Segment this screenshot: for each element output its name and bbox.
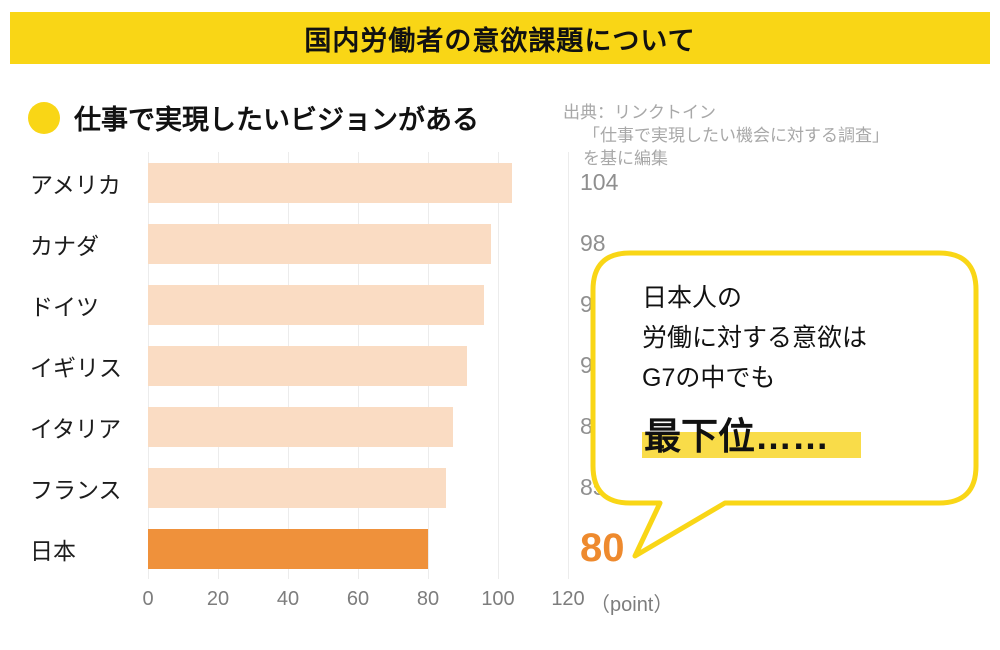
axis-tick-label: 80 xyxy=(416,588,440,610)
x-axis: 0 20 40 60 80 100 120 （point） xyxy=(142,588,673,616)
axis-unit-label: （point） xyxy=(590,594,674,616)
chart-row: イギリス 91 xyxy=(30,335,625,396)
chart-row: ドイツ 96 xyxy=(30,274,625,335)
page-title: 国内労働者の意欲課題について xyxy=(304,25,696,56)
chart-legend: 仕事で実現したいビジョンがある xyxy=(28,98,479,137)
bar xyxy=(148,223,491,264)
bar-track xyxy=(148,284,568,325)
chart-row: カナダ 98 xyxy=(30,213,625,274)
bar-track xyxy=(148,406,568,447)
bar xyxy=(148,467,446,508)
axis-tick-label: 20 xyxy=(206,588,230,610)
value-label: 80 xyxy=(580,526,625,570)
chart-row: イタリア 87 xyxy=(30,396,625,457)
bar-track xyxy=(148,467,568,508)
bar xyxy=(148,284,484,325)
category-label: アメリカ xyxy=(30,171,121,198)
bubble-text-line: 労働に対する意欲は xyxy=(642,324,868,352)
bar xyxy=(148,345,467,386)
bubble-emphasis: 最下位…… xyxy=(642,406,867,460)
axis-tick-label: 40 xyxy=(276,588,300,610)
value-label: 104 xyxy=(580,169,619,195)
speech-bubble: 日本人の 労働に対する意欲は G7の中でも 最下位…… xyxy=(590,250,982,562)
chart-row: アメリカ 104 xyxy=(30,152,625,213)
category-label: フランス xyxy=(30,476,122,503)
bar-track xyxy=(148,223,568,264)
bar xyxy=(148,406,453,447)
category-label: 日本 xyxy=(30,537,76,564)
category-label: ドイツ xyxy=(30,293,99,320)
bubble-text-line: G7の中でも xyxy=(642,364,776,392)
source-text-line: 出典：リンクトイン xyxy=(563,103,716,122)
bar xyxy=(148,162,512,203)
category-label: カナダ xyxy=(30,232,99,259)
bubble-emphasis-text: 最下位…… xyxy=(642,406,861,460)
bar-track xyxy=(148,528,568,569)
axis-tick-label: 100 xyxy=(481,588,515,610)
bar xyxy=(148,528,428,569)
value-label: 98 xyxy=(580,230,606,256)
axis-tick-label: 0 xyxy=(142,588,154,610)
legend-marker-icon xyxy=(28,101,60,134)
source-text-line: 「仕事で実現したい機会に対する調査」 xyxy=(583,125,889,145)
source-text-line: を基に編集 xyxy=(583,148,668,168)
bubble-text: 日本人の 労働に対する意欲は G7の中でも 最下位…… xyxy=(642,278,867,460)
legend-label: 仕事で実現したいビジョンがある xyxy=(74,105,479,135)
source-note: 出典：リンクトイン 「仕事で実現したい機会に対する調査」 を基に編集 xyxy=(563,102,889,171)
speech-bubble-outline-icon xyxy=(590,250,979,559)
bar-track xyxy=(148,345,568,386)
bar-chart: アメリカ 104 カナダ 98 ドイツ 96 イギリス 91 イタリア 87 フ… xyxy=(30,152,625,579)
chart-row: 日本 80 xyxy=(30,518,625,579)
axis-tick-label: 60 xyxy=(346,588,370,610)
bubble-text-line: 日本人の xyxy=(642,284,743,312)
category-label: イタリア xyxy=(30,415,122,442)
chart-row: フランス 85 xyxy=(30,457,625,518)
axis-tick-label: 120 xyxy=(551,588,585,610)
bar-track xyxy=(148,162,568,203)
category-label: イギリス xyxy=(30,354,122,381)
title-banner: 国内労働者の意欲課題について xyxy=(10,12,990,64)
